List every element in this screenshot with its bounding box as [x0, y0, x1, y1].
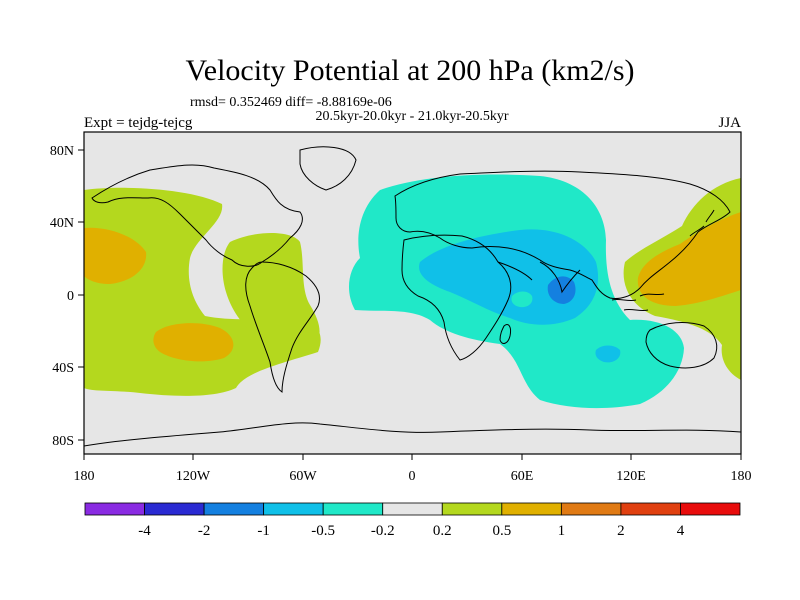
lon-label-120e: 120E	[616, 469, 646, 484]
colorbar-swatch	[560, 502, 622, 516]
colorbar-swatch	[84, 502, 145, 516]
pos-core-east-pacific	[84, 227, 147, 284]
lat-label-40n: 40N	[50, 216, 74, 231]
colorbar-label: -0.2	[371, 523, 395, 539]
colorbar-swatch	[203, 502, 265, 516]
colorbar-label: -1	[257, 523, 270, 539]
coastline-africa	[401, 234, 512, 361]
colorbar-swatch	[501, 502, 562, 516]
colorbar-swatch	[680, 502, 741, 516]
lat-label-0: 0	[67, 289, 74, 304]
lat-label-80s: 80S	[52, 434, 74, 449]
pos-core-south-pacific	[153, 323, 234, 362]
lat-label-80n: 80N	[50, 144, 74, 159]
experiment-label: Expt = tejdg-tejcg	[84, 115, 193, 131]
lon-label-180e: 180	[731, 469, 752, 484]
pos-core-west-pacific	[637, 212, 741, 306]
colorbar-label: 1	[558, 523, 566, 539]
coastline-australia	[645, 322, 718, 369]
coastline-eurasia	[394, 170, 731, 299]
lat-label-40s: 40S	[52, 361, 74, 376]
coastline-south-america	[245, 261, 320, 393]
coastline-greenland	[299, 146, 357, 191]
coastlines	[84, 146, 741, 447]
season-label: JJA	[718, 115, 741, 131]
colorbar-label: -4	[138, 523, 151, 539]
pos-field-east-pacific	[84, 187, 321, 396]
colorbar-swatch	[441, 502, 503, 516]
colorbar-label: 0.2	[433, 523, 452, 539]
colorbar-swatch	[620, 502, 681, 516]
coastline-antarctica	[84, 422, 741, 447]
stats-line: rmsd= 0.352469 diff= -8.88169e-06	[190, 95, 392, 110]
pos-field-south-america	[222, 233, 320, 343]
colorbar: -4 -2 -1 -0.5 -0.2 0.2 0.5 1 2 4	[84, 502, 741, 539]
colorbar-label: -0.5	[311, 523, 335, 539]
colorbar-swatch	[144, 502, 205, 516]
colorbar-label: 0.5	[492, 523, 511, 539]
colorbar-swatch	[322, 502, 384, 516]
lon-label-60w: 60W	[289, 469, 317, 484]
neg-spot-south-indian	[595, 345, 621, 363]
lon-label-60e: 60E	[511, 469, 534, 484]
axis-ticks	[78, 149, 742, 460]
map-panel: 80N 40N 0 40S 80S 180 120W 60W 0 60E 120…	[50, 131, 752, 484]
lon-label-0: 0	[409, 469, 416, 484]
colorbar-label: -2	[198, 523, 211, 539]
colorbar-label: 4	[677, 523, 685, 539]
lon-label-180w: 180	[74, 469, 95, 484]
neg-spot-central-africa	[511, 291, 533, 308]
colorbar-label: 2	[617, 523, 625, 539]
lon-label-120w: 120W	[176, 469, 211, 484]
coastline-indonesia	[611, 293, 665, 312]
coastline-arabia-india	[497, 261, 581, 294]
coastline-japan	[689, 209, 715, 237]
period-line: 20.5kyr-20.0kyr - 21.0kyr-20.5kyr	[315, 109, 508, 124]
plot-title: Velocity Potential at 200 hPa (km2/s)	[185, 54, 634, 87]
colorbar-swatch	[263, 502, 324, 516]
colorbar-swatch	[382, 502, 443, 516]
coastline-madagascar	[499, 323, 511, 344]
